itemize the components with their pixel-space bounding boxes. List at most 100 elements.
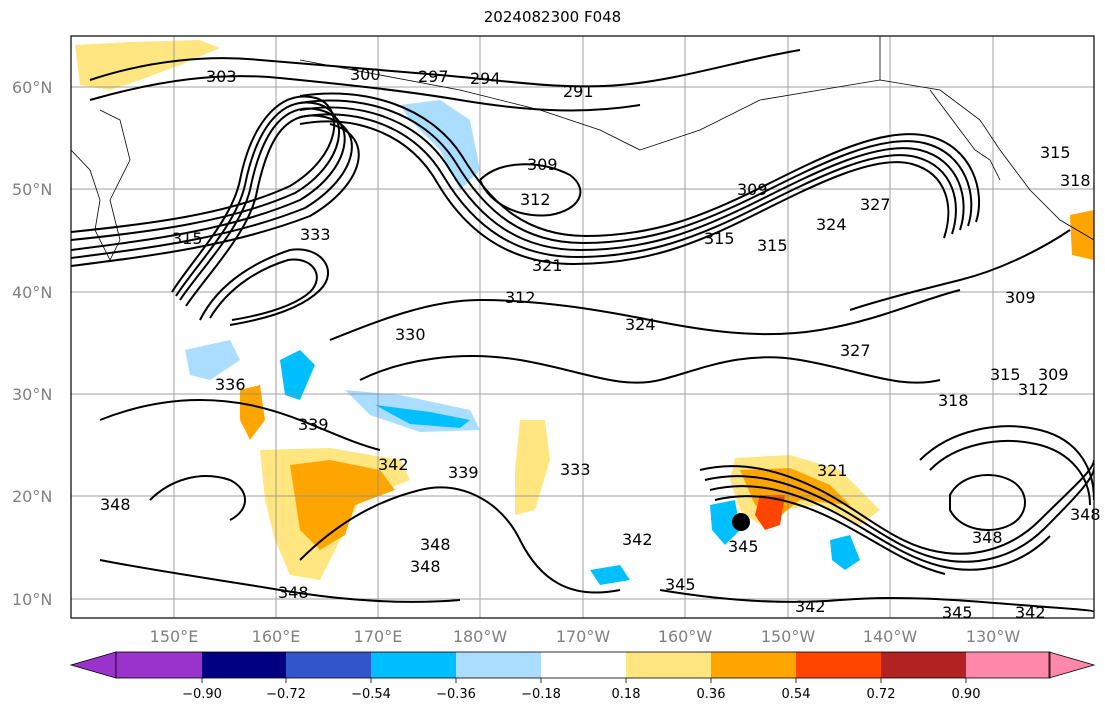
positive-shading: [515, 420, 550, 515]
map-frame: [70, 35, 1095, 619]
colorbar-segment: [371, 652, 457, 678]
longitude-label: 150°W: [761, 627, 816, 646]
contour-label: 321: [532, 256, 563, 275]
contour-label: 348: [972, 528, 1003, 547]
contour-label: 291: [563, 82, 594, 101]
colorbar-min-extension: [69, 651, 117, 679]
colorbar-segment: [286, 652, 372, 678]
longitude-label: 160°E: [252, 627, 301, 646]
contour-label: 297: [418, 67, 449, 86]
colorbar-tick-label: −0.90: [182, 687, 222, 702]
contour-label: 312: [1018, 380, 1049, 399]
negative-shading: [710, 500, 740, 545]
longitude-label: 150°E: [150, 627, 199, 646]
longitude-label: 160°W: [658, 627, 713, 646]
contour-label: 315: [757, 236, 788, 255]
latitude-label: 10°N: [12, 590, 52, 609]
negative-shading: [830, 535, 860, 570]
contour-label: 321: [817, 461, 848, 480]
colorbar-segment: [796, 652, 882, 678]
contour-label: 309: [737, 180, 768, 199]
negative-shading: [280, 350, 315, 400]
longitude-label: 170°E: [354, 627, 403, 646]
contour-label: 309: [1038, 365, 1069, 384]
latitude-label: 40°N: [12, 283, 52, 302]
contour-label: 324: [816, 215, 847, 234]
contour-label: 339: [298, 415, 329, 434]
contour-label: 348: [410, 557, 441, 576]
contour-label: 348: [278, 583, 309, 602]
contour-label: 312: [520, 190, 551, 209]
colorbar-segment: [626, 652, 712, 678]
contour-label: 315: [990, 365, 1021, 384]
contour-label: 315: [704, 229, 735, 248]
colorbar-segment: [541, 652, 627, 678]
negative-shading: [375, 405, 470, 428]
contour-label: 345: [728, 537, 759, 556]
contour-label: 318: [938, 391, 969, 410]
negative-shading: [400, 100, 480, 190]
negative-shading: [590, 565, 630, 585]
colorbar-tick-label: 0.54: [782, 687, 811, 702]
contour-label: 309: [1005, 288, 1036, 307]
positive-shading: [240, 385, 265, 440]
negative-shading: [185, 340, 240, 380]
contour-label: 342: [622, 530, 653, 549]
colorbar-tick-label: 0.36: [697, 687, 726, 702]
colorbar-segment: [966, 652, 1050, 678]
contour-label: 300: [350, 65, 381, 84]
latitude-label: 60°N: [12, 78, 52, 97]
colorbar-tick-label: −0.72: [266, 687, 306, 702]
contour-label: 345: [665, 575, 696, 594]
colorbar-segment: [116, 652, 203, 678]
contour-label: 318: [1060, 171, 1091, 190]
colorbar-tick-label: −0.36: [436, 687, 476, 702]
storm-center-marker: [732, 513, 750, 531]
contour-label: 342: [378, 455, 409, 474]
contour-label: 330: [395, 325, 426, 344]
colorbar: −0.90 −0.72 −0.54 −0.36 −0.18 0.18 0.36 …: [69, 651, 1096, 702]
contour-label: 345: [942, 603, 973, 622]
contour-label: 327: [840, 341, 871, 360]
latitude-label: 20°N: [12, 487, 52, 506]
contour-label: 336: [215, 375, 246, 394]
contour-label: 315: [1040, 143, 1071, 162]
longitude-labels: 150°E 160°E 170°E 180°W 170°W 160°W 150°…: [150, 627, 1021, 646]
contour-label: 348: [420, 535, 451, 554]
contour-label: 333: [300, 225, 331, 244]
colorbar-tick-label: 0.18: [612, 687, 641, 702]
longitude-label: 180°W: [453, 627, 508, 646]
colorbar-border: [115, 651, 1051, 679]
latitude-labels: 60°N 50°N 40°N 30°N 20°N 10°N: [12, 78, 52, 609]
colorbar-segment: [202, 652, 287, 678]
colorbar-segment: [711, 652, 797, 678]
contour-label: 294: [470, 69, 501, 88]
contour-label: 303: [206, 67, 237, 86]
positive-shading: [1070, 210, 1094, 260]
colorbar-segment: [456, 652, 542, 678]
longitude-label: 130°W: [966, 627, 1021, 646]
colorbar-tick-label: 0.72: [867, 687, 896, 702]
contour-label: 342: [1015, 603, 1046, 622]
colorbar-tick-label: −0.54: [351, 687, 391, 702]
contour-label: 333: [560, 460, 591, 479]
longitude-label: 170°W: [556, 627, 611, 646]
colorbar-tick-label: 0.90: [952, 687, 981, 702]
contour-label: 339: [448, 463, 479, 482]
contour-label: 312: [505, 288, 536, 307]
contour-label: 342: [795, 597, 826, 616]
positive-shading: [290, 460, 395, 550]
contour-label: 309: [527, 155, 558, 174]
map-title: 2024082300 F048: [483, 8, 622, 26]
longitude-label: 140°W: [863, 627, 918, 646]
colorbar-segment: [881, 652, 967, 678]
latitude-label: 30°N: [12, 385, 52, 404]
contours: [71, 49, 1094, 613]
colorbar-max-extension: [1048, 651, 1096, 679]
contour-label: 348: [100, 495, 131, 514]
contour-labels: 303 300 297 294 291 309 312 309 315 315 …: [100, 65, 1101, 622]
contour-label: 315: [172, 229, 203, 248]
contour-label: 324: [625, 315, 656, 334]
positive-shading: [755, 495, 785, 530]
